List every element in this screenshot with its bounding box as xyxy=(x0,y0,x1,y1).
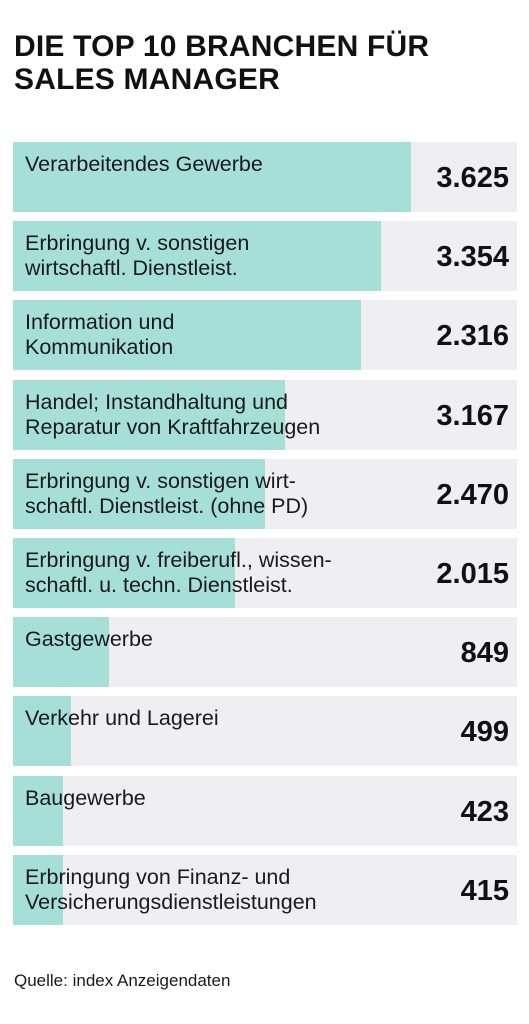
value-label: 3.625 xyxy=(436,162,509,194)
bar-row: Information und Kommunikation 2.316 xyxy=(13,300,517,370)
category-label: Verkehr und Lagerei xyxy=(25,706,219,730)
bar-row: Handel; Instandhaltung und Reparatur von … xyxy=(13,380,517,450)
bar-row: Verkehr und Lagerei 499 xyxy=(13,696,517,766)
category-label: Gastgewerbe xyxy=(25,627,153,651)
bar xyxy=(13,776,63,846)
bar-row: Verarbeitendes Gewerbe 3.625 xyxy=(13,142,517,212)
bar xyxy=(13,617,109,687)
value-label: 415 xyxy=(460,875,509,907)
bar xyxy=(13,300,361,370)
bar-row: Erbringung v. sonstigen wirtschaftl. Dien… xyxy=(13,221,517,291)
category-label: Erbringung von Finanz- und Versicherungsd… xyxy=(25,865,317,914)
bar xyxy=(13,855,63,925)
bar-chart: Verarbeitendes Gewerbe 3.625 Erbringung v.… xyxy=(13,142,517,925)
value-label: 3.167 xyxy=(436,400,509,432)
bar xyxy=(13,538,235,608)
bar-row: Gastgewerbe 849 xyxy=(13,617,517,687)
value-label: 423 xyxy=(460,796,509,828)
value-label: 849 xyxy=(460,637,509,669)
category-label: Erbringung v. sonstigen wirtschaftl. Dien… xyxy=(25,231,250,280)
value-label: 3.354 xyxy=(436,241,509,273)
category-label: Verarbeitendes Gewerbe xyxy=(25,152,263,176)
bar xyxy=(13,696,71,766)
bar-row: Erbringung v. sonstigen wirt-schaftl. Di… xyxy=(13,459,517,529)
bar-row: Erbringung von Finanz- und Versicherungsd… xyxy=(13,855,517,925)
value-label: 2.316 xyxy=(436,320,509,352)
bar-row: Baugewerbe 423 xyxy=(13,776,517,846)
bar xyxy=(13,459,265,529)
bar xyxy=(13,380,285,450)
bar xyxy=(13,221,381,291)
category-label: Handel; Instandhaltung und Reparatur von … xyxy=(25,390,321,439)
bar xyxy=(13,142,411,212)
category-label: Erbringung v. freiberufl., wissen-schaft… xyxy=(25,548,332,597)
category-label: Baugewerbe xyxy=(25,786,146,810)
value-label: 2.470 xyxy=(436,479,509,511)
category-label: Information und Kommunikation xyxy=(25,310,175,359)
source-note: Quelle: index Anzeigendaten xyxy=(14,971,231,990)
category-label: Erbringung v. sonstigen wirt-schaftl. Di… xyxy=(25,469,309,518)
bar-row: Erbringung v. freiberufl., wissen-schaft… xyxy=(13,538,517,608)
chart-title: DIE TOP 10 BRANCHEN FÜR SALES MANAGER xyxy=(14,30,430,96)
value-label: 499 xyxy=(460,716,509,748)
value-label: 2.015 xyxy=(436,558,509,590)
